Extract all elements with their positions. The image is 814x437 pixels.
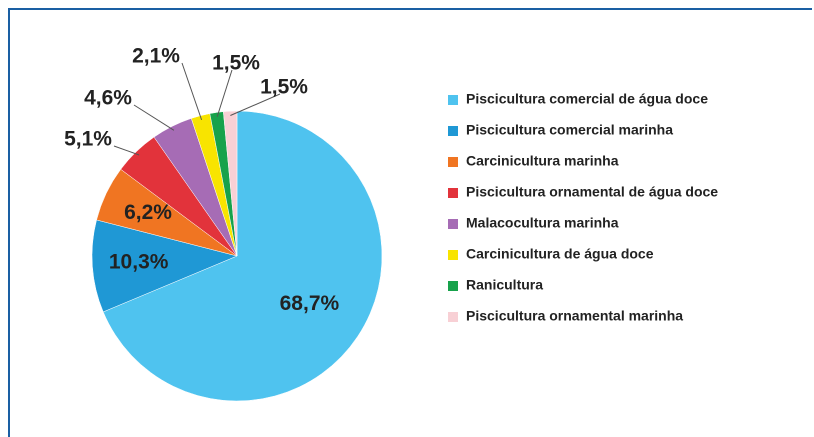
- legend-label: Malacocultura marinha: [466, 215, 619, 231]
- data-label: 6,2%: [124, 201, 172, 224]
- leader-line: [216, 69, 233, 117]
- legend-label: Piscicultura comercial de água doce: [466, 91, 708, 107]
- legend-swatch: [448, 188, 458, 198]
- data-label: 4,6%: [84, 87, 132, 110]
- data-label: 2,1%: [132, 45, 180, 68]
- data-label: 68,7%: [280, 292, 340, 315]
- pie-slice: [91, 219, 238, 313]
- data-label: 1,5%: [212, 52, 260, 75]
- legend-swatch: [448, 157, 458, 167]
- frame: [8, 8, 812, 437]
- legend-label: Piscicultura ornamental marinha: [466, 308, 683, 324]
- legend-swatch: [448, 126, 458, 136]
- leader-line: [113, 145, 140, 156]
- legend-swatch: [448, 250, 458, 260]
- legend-label: Carcinicultura marinha: [466, 153, 619, 169]
- legend-swatch: [448, 219, 458, 229]
- legend-swatch: [448, 281, 458, 291]
- pie-slice: [223, 110, 238, 257]
- leader-line: [230, 93, 281, 116]
- legend-swatch: [448, 95, 458, 105]
- pie-slice: [102, 110, 383, 402]
- data-label: 5,1%: [64, 128, 112, 151]
- data-label: 1,5%: [260, 76, 308, 99]
- legend-label: Carcinicultura de água doce: [466, 246, 654, 262]
- data-label: 10,3%: [109, 251, 169, 274]
- legend-label: Piscicultura ornamental de água doce: [466, 184, 718, 200]
- leader-line: [181, 62, 203, 121]
- leader-line: [133, 104, 175, 131]
- legend-swatch: [448, 312, 458, 322]
- legend-label: Piscicultura comercial marinha: [466, 122, 673, 138]
- legend-label: Ranicultura: [466, 277, 543, 293]
